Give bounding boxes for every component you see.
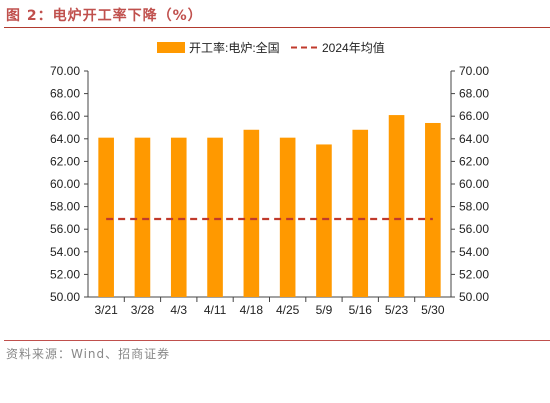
y-tick-label-left: 50.00 [50, 290, 80, 304]
bar [352, 129, 369, 297]
y-tick-label-right: 62.00 [459, 154, 489, 168]
x-axis-labels: 3/21 3/28 4/3 4/11 4/18 4/25 5/9 5/16 5/23 5/30 [94, 303, 444, 317]
y-tick-label-left: 64.00 [50, 132, 80, 146]
y-tick-label-right: 70.00 [459, 64, 489, 78]
y-tick-label-right: 56.00 [459, 222, 489, 236]
x-tick-label: 5/16 [349, 303, 373, 317]
bar [134, 137, 151, 297]
x-tick-label: 5/23 [385, 303, 409, 317]
y-tick-label-right: 52.00 [459, 267, 489, 281]
source-note: 资料来源：Wind、招商证券 [6, 347, 171, 361]
x-tick-label: 4/25 [276, 303, 300, 317]
chart-area: 开工率:电炉:全国 2024年均值 3/21 3/28 4/3 4/11 4/18 4/2… [50, 40, 489, 317]
y-tick-label-left: 62.00 [50, 154, 80, 168]
bar [425, 122, 441, 297]
x-tick-label: 4/18 [240, 303, 264, 317]
y-tick-label-right: 58.00 [459, 200, 489, 214]
legend-bar-label: 开工率:电炉:全国 [189, 40, 280, 55]
y-tick-label-left: 52.00 [50, 267, 80, 281]
bar [170, 137, 187, 297]
y-tick-label-left: 66.00 [50, 109, 80, 123]
x-tick-label: 5/30 [421, 303, 445, 317]
y-tick-label-left: 56.00 [50, 222, 80, 236]
x-tick-label: 4/11 [204, 303, 227, 317]
title-divider [4, 27, 550, 28]
y-tick-label-right: 54.00 [459, 245, 489, 259]
x-tick-label: 3/21 [94, 303, 118, 317]
footer-divider [4, 340, 550, 341]
bar [243, 129, 260, 297]
y-tick-label-right: 50.00 [459, 290, 489, 304]
chart-title: 图 2：电炉开工率下降（%） [6, 8, 203, 24]
y-tick-label-left: 54.00 [50, 245, 80, 259]
y-tick-label-right: 68.00 [459, 87, 489, 101]
bar [388, 115, 405, 297]
bar [98, 137, 114, 297]
y-tick-label-left: 70.00 [50, 64, 80, 78]
bar [316, 144, 332, 297]
bars [98, 115, 441, 297]
legend: 开工率:电炉:全国 2024年均值 [157, 40, 385, 55]
y-axis-labels: 50.00 50.00 52.00 52.00 54.00 54.00 56.00 56.00… [50, 64, 489, 304]
y-tick-label-left: 68.00 [50, 87, 80, 101]
x-tick-label: 5/9 [316, 303, 333, 317]
bar [207, 137, 223, 297]
y-tick-label-left: 58.00 [50, 200, 80, 214]
x-tick-label: 4/3 [170, 303, 187, 317]
y-tick-label-right: 64.00 [459, 132, 489, 146]
legend-bar-swatch [157, 42, 185, 53]
y-tick-label-left: 60.00 [50, 177, 80, 191]
bar [279, 137, 296, 297]
y-tick-label-right: 66.00 [459, 109, 489, 123]
y-tick-label-right: 60.00 [459, 177, 489, 191]
x-tick-label: 3/28 [131, 303, 155, 317]
legend-line-label: 2024年均值 [322, 40, 385, 55]
